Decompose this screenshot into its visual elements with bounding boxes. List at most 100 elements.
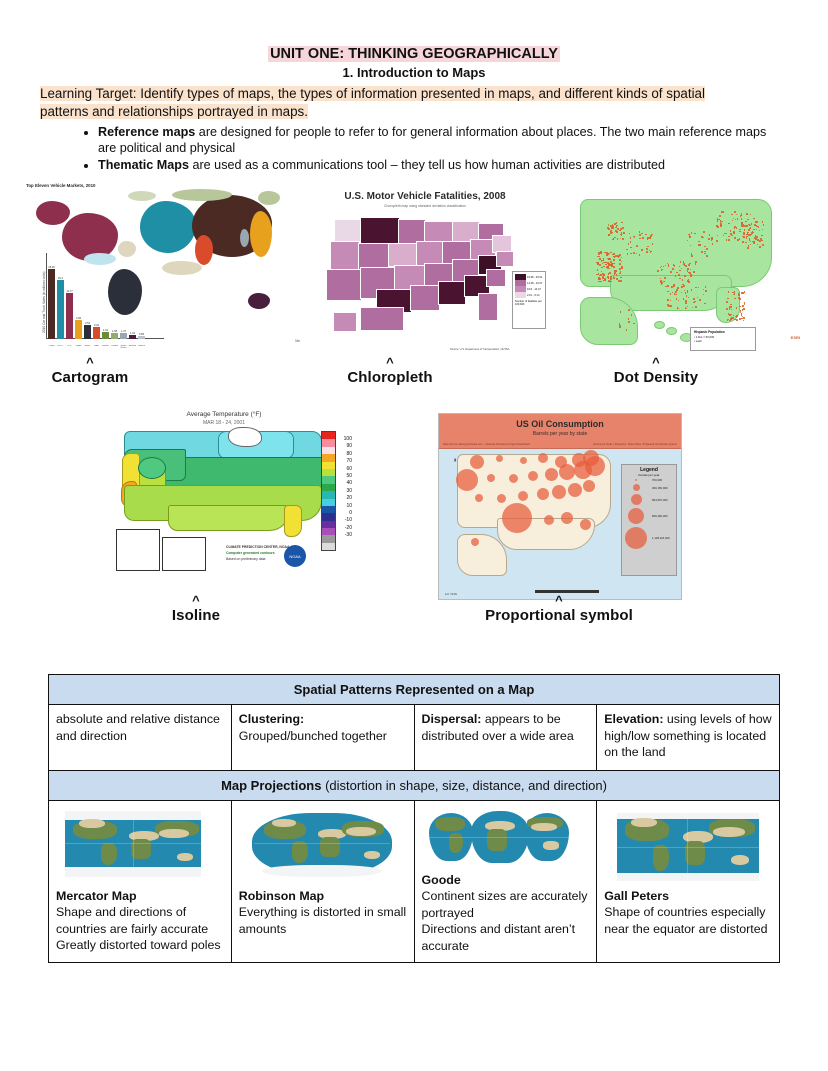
- density-dot: [686, 290, 689, 292]
- bullet-term-thematic-maps: Thematic Maps: [98, 158, 189, 172]
- density-dot: [599, 257, 602, 260]
- density-dot: [706, 255, 709, 257]
- density-dot: [741, 225, 743, 228]
- density-dot: [660, 269, 663, 271]
- density-dot: [599, 258, 601, 260]
- density-dot: [678, 274, 680, 276]
- learning-target: Learning Target: Identify types of maps,…: [40, 85, 788, 121]
- density-dot: [749, 224, 751, 227]
- density-dot: [731, 234, 733, 237]
- density-dot: [614, 226, 617, 229]
- density-dot: [735, 316, 738, 318]
- density-dot: [630, 252, 632, 255]
- density-dot: [734, 226, 736, 229]
- density-dot: [748, 239, 751, 241]
- density-dot: [694, 232, 696, 235]
- density-dot: [606, 227, 609, 229]
- density-dot: [734, 315, 737, 318]
- density-dot: [616, 231, 618, 233]
- density-dot: [604, 261, 606, 264]
- density-dot: [732, 317, 734, 319]
- density-dot: [603, 278, 606, 280]
- caption-dot-density: ^ Dot Density: [566, 356, 746, 386]
- density-dot: [742, 225, 745, 227]
- density-dot: [620, 280, 622, 282]
- density-dot: [619, 258, 621, 261]
- density-dot: [682, 261, 685, 263]
- bar: [129, 334, 136, 339]
- density-dot: [743, 233, 745, 236]
- density-dot: [644, 233, 647, 236]
- bullet-text-reference-maps: are designed for people to refer to for …: [98, 125, 767, 155]
- caption-proportional-symbol-label: Proportional symbol: [485, 607, 633, 624]
- cell-mercator: Mercator Map Shape and directions of cou…: [48, 799, 232, 963]
- density-dot: [621, 267, 623, 270]
- density-dot: [721, 211, 723, 213]
- learning-target-line1: Learning Target: Identify types of maps,…: [40, 86, 705, 101]
- density-dot: [601, 259, 604, 262]
- density-dot: [606, 254, 609, 256]
- density-dot: [650, 234, 653, 237]
- density-dot: [756, 221, 759, 223]
- density-dot: [633, 236, 636, 238]
- density-dot: [619, 229, 621, 232]
- choropleth-map-title: U.S. Motor Vehicle Fatalities, 2008: [344, 191, 506, 202]
- density-dot: [619, 268, 621, 270]
- density-dot: [736, 218, 739, 220]
- density-dot: [743, 302, 746, 304]
- density-dot: [611, 223, 614, 226]
- density-dot: [720, 220, 723, 223]
- density-dot: [734, 211, 736, 213]
- density-dot: [608, 228, 610, 230]
- density-dot: [610, 227, 613, 229]
- density-dot: [738, 294, 741, 297]
- density-dot: [625, 329, 628, 331]
- density-dot: [748, 234, 750, 236]
- density-dot: [684, 292, 687, 295]
- density-dot: [685, 307, 687, 310]
- density-dot: [741, 222, 743, 225]
- density-dot: [743, 232, 745, 234]
- scale-tick-label: -10: [344, 517, 352, 524]
- density-dot: [615, 230, 618, 233]
- density-dot: [694, 263, 697, 265]
- bullet-text-thematic-maps: are used as a communications tool – they…: [188, 158, 665, 172]
- density-dot: [696, 296, 699, 299]
- density-dot: [727, 291, 730, 294]
- density-dot: [610, 280, 612, 283]
- density-dot: [639, 237, 641, 240]
- bar: [138, 335, 145, 339]
- caret-icon: ^: [192, 593, 200, 608]
- density-dot: [613, 270, 616, 272]
- caption-choropleth-label: Chloropleth: [347, 369, 433, 386]
- map-gallery-row-2: Average Temperature (°F) MAR 18 - 24, 20…: [0, 405, 828, 624]
- density-dot: [621, 238, 624, 240]
- density-dot: [620, 260, 623, 263]
- density-dot: [598, 280, 600, 283]
- density-dot: [633, 322, 635, 325]
- density-dot: [607, 265, 609, 268]
- density-dot: [725, 239, 728, 242]
- caption-isoline: ^ Isoline: [108, 593, 284, 624]
- proportional-bubble: [561, 512, 573, 524]
- density-dot: [607, 223, 610, 226]
- density-dot: [615, 270, 618, 272]
- robinson-text: Robinson Map Everything is distorted in …: [238, 888, 407, 936]
- scale-tick-label: 60: [346, 465, 352, 472]
- density-dot: [710, 239, 713, 242]
- density-dot: [598, 277, 600, 280]
- density-dot: [699, 299, 701, 301]
- density-dot: [664, 277, 666, 279]
- density-dot: [621, 227, 624, 229]
- legend-value: 300,150,000: [652, 485, 668, 490]
- section-header-map-projections: Map Projections (distortion in shape, si…: [48, 769, 780, 801]
- list-item: Reference maps are designed for people t…: [98, 124, 788, 156]
- choropleth-source: Source: U.S. Department of Transportatio…: [450, 348, 510, 351]
- density-dot: [686, 305, 689, 308]
- density-dot: [646, 238, 649, 240]
- density-dot: [747, 218, 749, 221]
- density-dot: [629, 237, 632, 239]
- density-dot: [615, 254, 617, 257]
- density-dot: [719, 224, 722, 226]
- density-dot: [753, 228, 755, 231]
